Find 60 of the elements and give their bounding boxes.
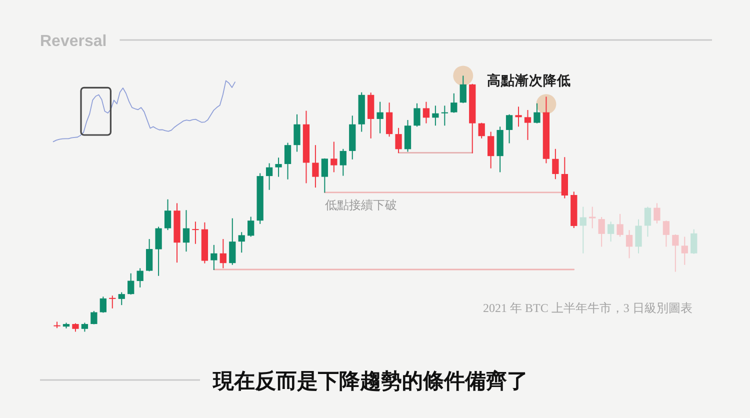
- candlestick: [146, 238, 153, 272]
- candlestick: [210, 244, 218, 271]
- candlestick: [561, 156, 568, 199]
- candlestick: [330, 141, 338, 173]
- text: 現在反而是下降趨勢的條件備齊了: [212, 369, 528, 393]
- candlestick: [90, 310, 98, 325]
- candlestick: [552, 148, 559, 180]
- candlestick: [109, 295, 116, 309]
- candlestick: [672, 234, 679, 272]
- chart-title: Reversal: [40, 33, 107, 50]
- candlestick: [589, 206, 596, 229]
- candlestick: [284, 142, 292, 180]
- candlestick: [136, 268, 144, 288]
- candlestick: [478, 122, 485, 139]
- candlestick: [100, 296, 106, 314]
- candlestick: [488, 131, 494, 169]
- candlestick: [155, 226, 162, 276]
- candlestick: [275, 157, 282, 178]
- candlestick: [506, 114, 513, 144]
- candlestick: [644, 206, 652, 238]
- annotation: 2021 年 BTC 上半年牛市，3 日級別圖表: [483, 301, 692, 315]
- candlestick: [450, 92, 458, 114]
- candlestick: [229, 218, 236, 266]
- candlestick: [662, 220, 670, 248]
- candlestick: [340, 148, 346, 176]
- candlestick: [321, 158, 328, 194]
- candlestick: [312, 144, 319, 188]
- candlestick: [294, 114, 300, 152]
- candlestick: [238, 232, 245, 254]
- candlestick: [266, 162, 273, 190]
- candlestick: [192, 221, 199, 244]
- candlestick: [220, 238, 226, 269]
- candlestick: [598, 216, 605, 248]
- candlestick: [626, 230, 633, 259]
- candlestick: [432, 105, 439, 126]
- candlestick: [118, 292, 125, 306]
- candlestick: [182, 210, 190, 252]
- candlestick: [534, 102, 540, 124]
- candlestick: [376, 101, 384, 134]
- annotation: 低點接續下破: [325, 198, 397, 212]
- annotation: 高點漸次降低: [487, 72, 571, 88]
- candlestick: [616, 213, 624, 238]
- candlestick: [441, 105, 448, 126]
- candlestick: [460, 75, 466, 104]
- candlestick: [524, 110, 532, 140]
- candlestick: [580, 206, 586, 254]
- candlestick: [404, 119, 412, 152]
- candlestick: [635, 218, 642, 254]
- candlestick: [414, 102, 420, 128]
- candlestick: [690, 228, 698, 254]
- candlestick: [248, 216, 254, 238]
- candlestick: [395, 127, 402, 154]
- candlestick: [422, 101, 430, 124]
- candlestick: [654, 202, 660, 224]
- candlestick: [515, 106, 522, 128]
- candlestick: [128, 272, 134, 296]
- candlestick: [681, 236, 688, 266]
- candlestick: [164, 198, 172, 231]
- candlestick: [607, 221, 614, 242]
- candlestick: [386, 102, 393, 138]
